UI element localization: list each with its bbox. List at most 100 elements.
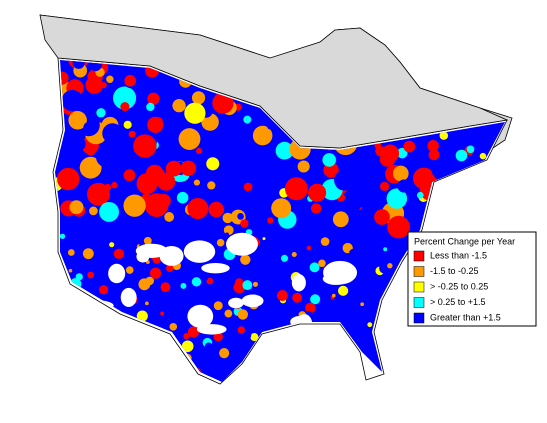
legend-label: -1.5 to -0.25	[430, 266, 479, 276]
trend-cell	[206, 277, 214, 285]
trend-cell	[85, 76, 103, 94]
canada-north	[39, 14, 509, 149]
trend-cell	[304, 331, 317, 344]
trend-cell	[176, 191, 189, 204]
trend-cell	[128, 130, 136, 138]
trend-cell	[113, 86, 137, 110]
trend-cell	[155, 342, 165, 353]
trend-cell	[478, 366, 482, 370]
trend-cell	[332, 211, 349, 228]
trend-cell	[367, 322, 373, 328]
trend-cell	[293, 354, 306, 366]
legend-swatch	[413, 312, 425, 324]
trend-cell	[481, 169, 492, 180]
trend-cell	[144, 193, 169, 217]
trend-cell	[413, 167, 435, 190]
trend-cell	[385, 321, 393, 329]
trend-cell	[427, 333, 435, 341]
trend-cell	[57, 167, 80, 191]
trend-cell	[237, 213, 244, 220]
trend-cell	[458, 60, 482, 76]
legend-label: Greater than +1.5	[430, 312, 501, 322]
trend-cell	[240, 254, 251, 265]
trend-cell	[198, 271, 209, 282]
trend-cell	[87, 182, 110, 206]
trend-cell	[360, 259, 369, 269]
trend-cell	[475, 207, 486, 217]
trend-cell	[466, 218, 476, 228]
trend-cell	[318, 259, 326, 268]
trend-cell	[191, 91, 206, 105]
trend-cell	[233, 281, 246, 294]
trend-cell	[55, 71, 69, 85]
trend-cell	[123, 194, 146, 217]
trend-cell	[387, 263, 393, 269]
trend-cell	[69, 200, 84, 215]
trend-cell	[243, 115, 252, 124]
trend-cell	[85, 366, 95, 377]
trend-cell	[327, 335, 332, 340]
trend-cell	[288, 353, 300, 365]
trend-cell	[478, 80, 499, 101]
trend-cell	[143, 236, 152, 245]
trend-cell	[427, 140, 439, 152]
trend-cell	[227, 126, 241, 140]
trend-cell	[133, 345, 141, 353]
trend-cell	[371, 309, 376, 313]
legend-label: Less than -1.5	[430, 250, 487, 260]
trend-cell	[374, 209, 390, 225]
trend-cell	[396, 277, 406, 287]
trend-cell	[161, 346, 165, 350]
trend-cell	[178, 128, 201, 150]
trend-cell	[392, 165, 409, 182]
trend-cell	[257, 351, 264, 359]
trend-cell	[160, 311, 165, 316]
trend-cell	[358, 270, 368, 280]
trend-cell	[68, 110, 87, 130]
trend-cell	[466, 145, 475, 154]
trend-cell	[292, 292, 303, 303]
legend: Percent Change per Year Less than -1.5 -1…	[407, 231, 537, 327]
trend-cell	[183, 333, 190, 340]
trend-cell	[166, 264, 174, 272]
trend-cell	[334, 170, 355, 191]
trend-cell	[94, 340, 101, 347]
trend-cell	[353, 369, 359, 375]
trend-cell	[484, 338, 492, 347]
trend-cell	[485, 336, 496, 347]
trend-cell	[417, 69, 426, 79]
trend-cell	[387, 215, 410, 239]
trend-cell	[61, 346, 67, 352]
trend-cell	[443, 361, 450, 367]
trend-cell	[481, 334, 493, 346]
trend-cell	[436, 345, 448, 357]
trend-cell	[147, 92, 160, 105]
trend-cell	[280, 254, 289, 262]
trend-cell	[82, 248, 94, 260]
legend-swatch	[413, 266, 425, 277]
trend-cell	[146, 102, 155, 112]
trend-cell	[124, 74, 137, 87]
trend-cell	[162, 368, 174, 380]
trend-cell	[187, 197, 209, 220]
trend-cell	[223, 169, 244, 190]
trend-cell	[379, 263, 390, 274]
trend-cell	[382, 339, 391, 348]
trend-cell	[259, 307, 271, 318]
trend-cell	[292, 364, 304, 376]
trend-cell	[136, 173, 158, 195]
trend-cell	[243, 182, 253, 192]
trend-cell	[444, 71, 456, 83]
trend-cell	[55, 358, 65, 368]
trend-cell	[102, 123, 123, 144]
trend-cell	[460, 60, 482, 77]
trend-cell	[480, 84, 491, 95]
trend-cell	[307, 183, 327, 202]
trend-cell	[296, 241, 307, 252]
trend-cell	[291, 251, 297, 258]
trend-cell	[59, 345, 69, 355]
trend-cell	[153, 168, 165, 180]
trend-cell	[397, 179, 411, 193]
trend-cell	[252, 106, 260, 113]
trend-cell	[450, 335, 462, 347]
